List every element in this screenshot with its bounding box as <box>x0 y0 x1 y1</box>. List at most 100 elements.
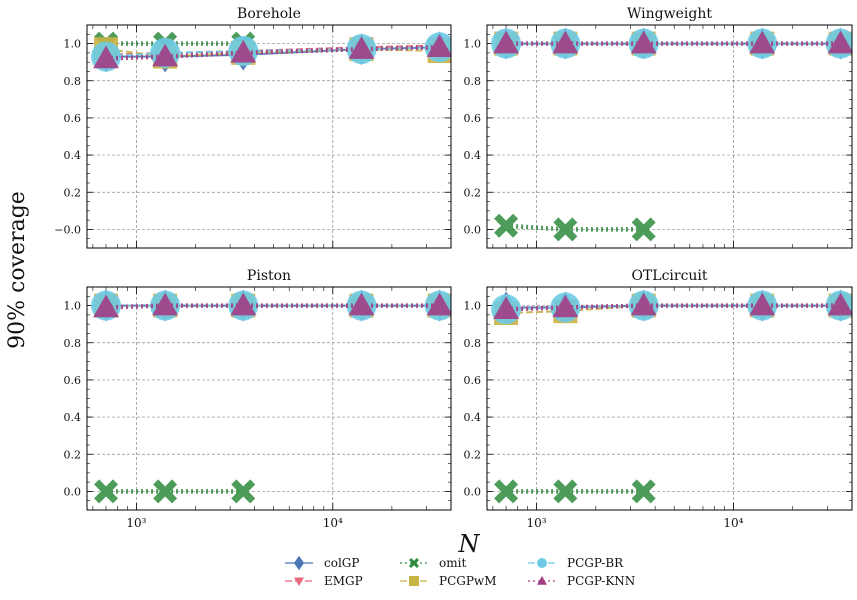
legend-item-omit: omit <box>400 556 466 570</box>
data-point <box>749 292 776 316</box>
y-tick-label: 0.8 <box>64 75 82 88</box>
y-tick-label: 0.6 <box>464 112 482 125</box>
y-tick-label: 0.8 <box>64 337 82 350</box>
legend-marker <box>409 558 419 568</box>
panel-title: Piston <box>247 268 291 284</box>
y-tick-label: 0.6 <box>464 374 482 387</box>
series-line <box>505 223 644 232</box>
series-emgp <box>495 297 852 321</box>
y-tick-label: 0.8 <box>464 337 482 350</box>
legend-marker <box>537 558 547 568</box>
y-tick-label: 0.0 <box>464 485 482 498</box>
data-point <box>552 30 579 54</box>
data-point <box>553 479 578 504</box>
data-point <box>631 479 656 504</box>
legend-item-emgp: EMGP <box>285 574 363 588</box>
data-point <box>231 479 256 504</box>
y-tick-label: 1.0 <box>464 38 482 51</box>
data-point <box>426 34 451 58</box>
y-tick-label: −0.0 <box>54 223 81 236</box>
legend-item-pcgp-br: PCGP-BR <box>528 556 624 570</box>
axes-frame <box>86 24 452 249</box>
x-tick-label: 10³ <box>527 516 547 530</box>
y-tick-label: 0.0 <box>64 485 82 498</box>
data-point <box>153 479 178 504</box>
legend: colGP EMGP omit PCGPwM PCGP-BR PCGP-KNN <box>285 555 635 588</box>
legend-marker <box>537 576 547 585</box>
data-point <box>230 292 257 316</box>
y-tick-label: 0.4 <box>464 411 482 424</box>
series-omit <box>494 479 656 504</box>
data-point <box>827 292 852 316</box>
series-omit <box>494 213 656 242</box>
panel-wingweight: Wingweight 0.0 0.2 0.4 0.6 0.8 1.0 <box>464 6 853 249</box>
data-point <box>93 45 120 69</box>
series-pcgp-knn <box>493 30 852 54</box>
plot-area <box>491 289 852 504</box>
data-point <box>827 30 852 54</box>
legend-marker <box>294 577 304 586</box>
data-point <box>630 292 657 316</box>
y-tick-label: 0.4 <box>64 149 82 162</box>
panel-borehole: Borehole −0.0 0.2 0.4 0.6 0.8 1.0 <box>54 6 452 249</box>
data-point <box>426 292 451 316</box>
axes-frame <box>486 24 853 249</box>
plot-area <box>491 27 852 242</box>
y-tick-label: 1.0 <box>64 38 82 51</box>
y-tick-label: 0.4 <box>64 411 82 424</box>
panel-piston: Piston 0.0 0.2 0.4 0.6 0.8 1.0 10³ 10⁴ <box>64 268 452 530</box>
y-tick-label: 0.2 <box>464 186 482 199</box>
data-point <box>553 217 578 242</box>
legend-item-colgp: colGP <box>285 555 359 571</box>
data-point <box>494 479 519 504</box>
series-pcgp-knn <box>493 292 852 320</box>
series-pcgp-knn <box>93 34 451 69</box>
data-point <box>152 43 179 67</box>
legend-label: PCGPwM <box>439 574 496 588</box>
data-point <box>630 30 657 54</box>
y-tick-label: 1.0 <box>464 300 482 313</box>
y-tick-label: 0.2 <box>464 448 482 461</box>
x-axis-label: N <box>458 530 481 558</box>
legend-marker <box>409 576 419 586</box>
legend-label: omit <box>439 556 466 570</box>
x-tick-label: 10⁴ <box>323 516 343 530</box>
series-line <box>105 303 440 310</box>
data-point <box>348 36 375 59</box>
panel-title: Wingweight <box>627 6 712 22</box>
series-pcgp-knn <box>93 292 451 318</box>
legend-label: colGP <box>324 556 359 570</box>
y-tick-label: 0.8 <box>464 75 482 88</box>
data-point <box>94 479 119 504</box>
plot-area <box>91 289 451 504</box>
data-point <box>493 296 520 320</box>
x-tick-label: 10³ <box>126 516 146 530</box>
legend-item-pcgp-knn: PCGP-KNN <box>528 574 635 588</box>
data-point <box>493 30 520 54</box>
legend-marker <box>294 555 304 571</box>
axes-frame <box>486 286 853 511</box>
axes-frame <box>86 286 452 511</box>
data-point <box>631 217 656 242</box>
y-tick-label: 0.2 <box>64 186 82 199</box>
y-tick-label: 0.2 <box>64 448 82 461</box>
data-point <box>93 294 120 318</box>
data-point <box>552 294 579 318</box>
y-tick-label: 0.4 <box>464 149 482 162</box>
series-line <box>105 45 440 61</box>
legend-label: EMGP <box>324 574 363 588</box>
legend-label: PCGP-BR <box>567 556 624 570</box>
series-emgp <box>495 35 852 55</box>
data-point <box>348 292 375 316</box>
y-tick-label: 0.6 <box>64 374 82 387</box>
series-line <box>506 304 841 311</box>
plot-area <box>91 31 451 73</box>
y-tick-label: 0.6 <box>64 112 82 125</box>
data-point <box>749 30 776 54</box>
panel-otlcircuit: OTLcircuit 0.0 0.2 0.4 0.6 0.8 1.0 10³ 10⁴ <box>464 268 853 530</box>
series-omit <box>94 479 256 504</box>
data-point <box>152 292 179 316</box>
y-axis-label: 90% coverage <box>5 191 30 349</box>
data-point <box>230 39 257 63</box>
